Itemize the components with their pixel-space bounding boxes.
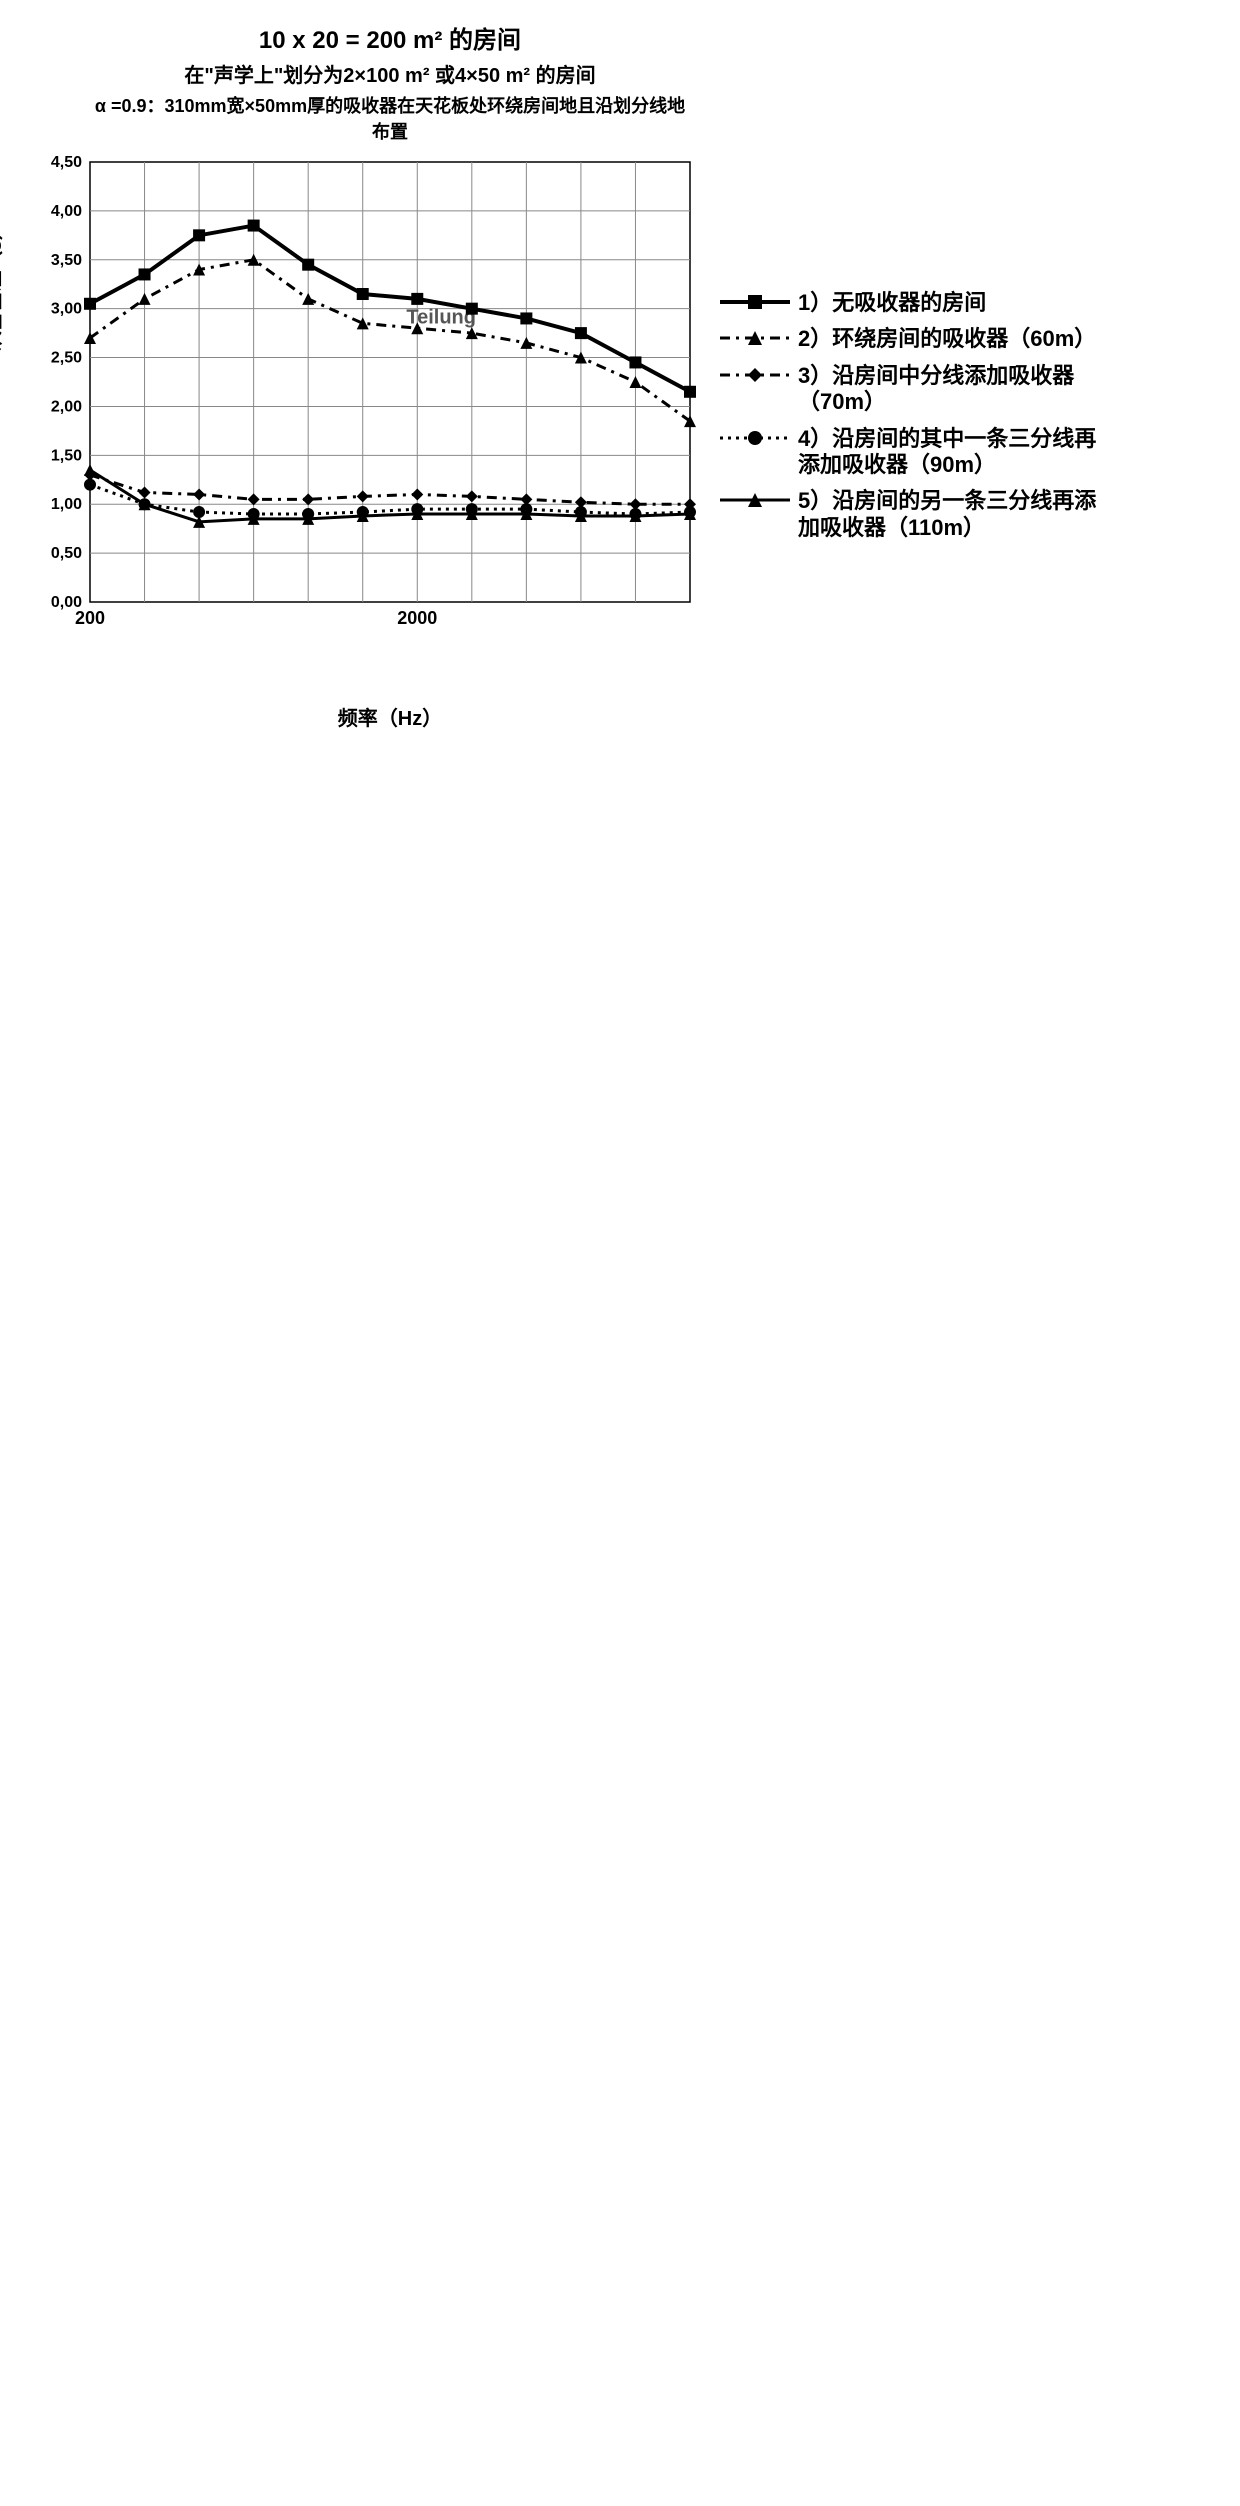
legend-item-s2: 2）环绕房间的吸收器（60m） — [720, 326, 1118, 352]
svg-text:3,00: 3,00 — [51, 301, 82, 318]
title-sub2: α =0.9：310mm宽×50mm厚的吸收器在天花板处环绕房间地且沿划分线地布… — [90, 92, 690, 144]
legend: 1）无吸收器的房间 2）环绕房间的吸收器（60m） 3）沿房间中分线添加吸收器（70… — [720, 290, 1118, 551]
title-main: 10 x 20 = 200 m² 的房间 — [90, 20, 690, 55]
legend-item-s4: 4）沿房间的其中一条三分线再添加吸收器（90m） — [720, 426, 1118, 479]
chart-container: 10 x 20 = 200 m² 的房间 在"声学上"划分为2×100 m² 或… — [20, 20, 1220, 731]
title-sub1: 在"声学上"划分为2×100 m² 或4×50 m² 的房间 — [90, 59, 690, 88]
legend-label: 5）沿房间的另一条三分线再添加吸收器（110m） — [798, 488, 1118, 541]
legend-item-s5: 5）沿房间的另一条三分线再添加吸收器（110m） — [720, 488, 1118, 541]
legend-label: 3）沿房间中分线添加吸收器（70m） — [798, 363, 1118, 416]
svg-text:4,50: 4,50 — [51, 154, 82, 171]
y-axis-label: 混响时间（s） — [0, 220, 9, 351]
svg-text:2000: 2000 — [397, 608, 437, 628]
svg-text:2,00: 2,00 — [51, 398, 82, 415]
legend-item-s1: 1）无吸收器的房间 — [720, 290, 1118, 316]
chart-area: 10 x 20 = 200 m² 的房间 在"声学上"划分为2×100 m² 或… — [20, 20, 700, 731]
svg-text:0,50: 0,50 — [51, 545, 82, 562]
legend-label: 1）无吸收器的房间 — [798, 290, 986, 316]
svg-text:4,00: 4,00 — [51, 203, 82, 220]
svg-text:2,50: 2,50 — [51, 350, 82, 367]
chart-titles: 10 x 20 = 200 m² 的房间 在"声学上"划分为2×100 m² 或… — [90, 20, 690, 144]
chart-svg: 0,000,501,001,502,002,503,003,504,004,50… — [20, 152, 700, 652]
svg-text:1,50: 1,50 — [51, 447, 82, 464]
svg-text:3,50: 3,50 — [51, 252, 82, 269]
legend-label: 2）环绕房间的吸收器（60m） — [798, 326, 1096, 352]
legend-item-s3: 3）沿房间中分线添加吸收器（70m） — [720, 363, 1118, 416]
svg-text:200: 200 — [75, 608, 105, 628]
svg-text:1,00: 1,00 — [51, 496, 82, 513]
x-axis-label: 频率（Hz） — [90, 702, 690, 731]
legend-label: 4）沿房间的其中一条三分线再添加吸收器（90m） — [798, 426, 1118, 479]
